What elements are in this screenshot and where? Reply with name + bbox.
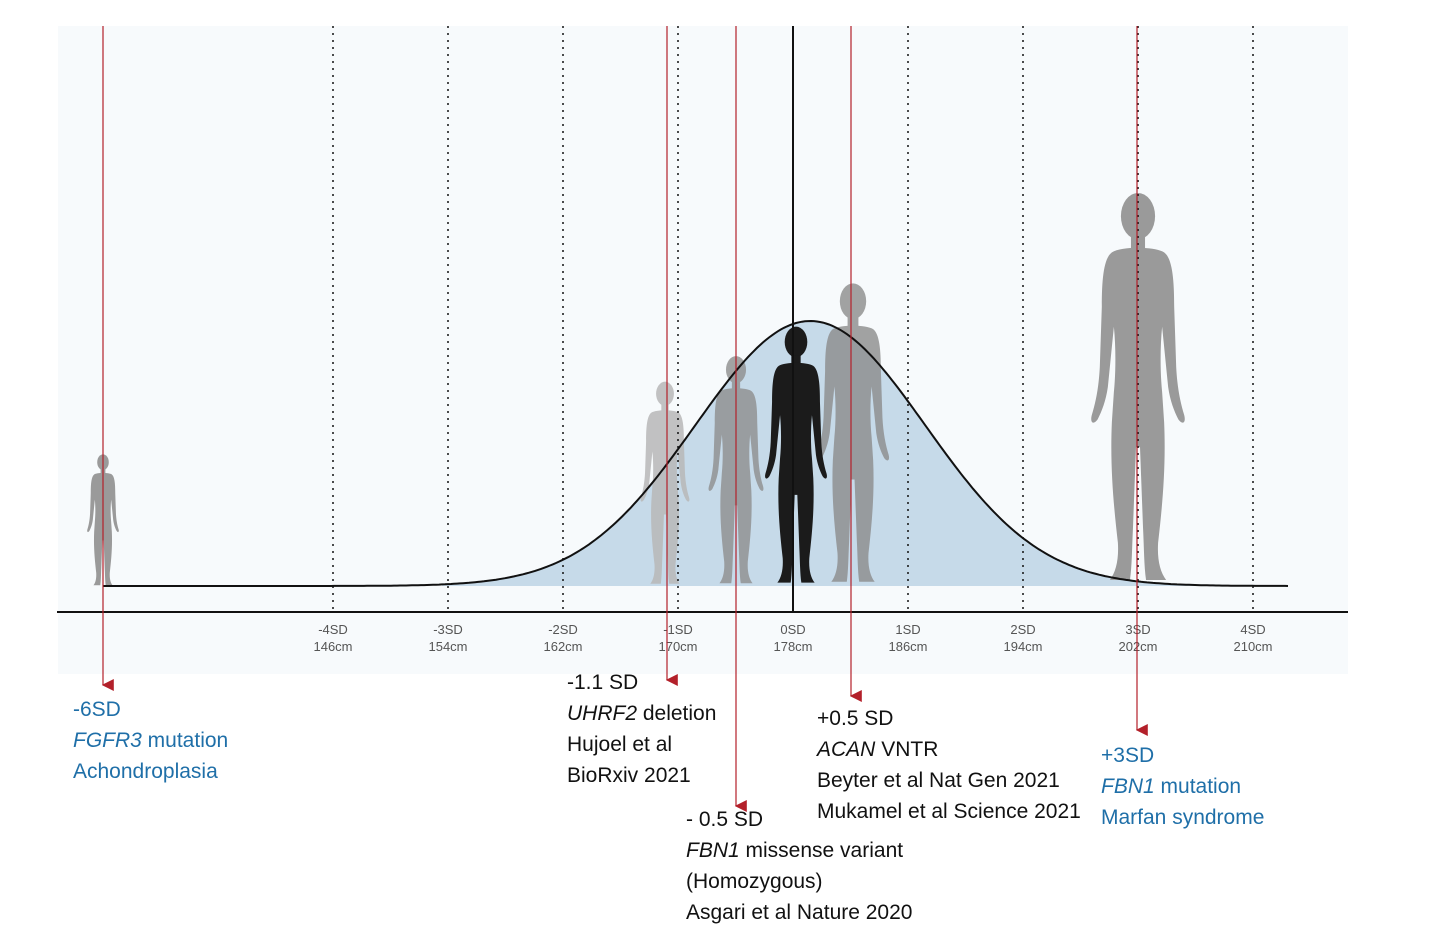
annotation-uhrf2: -1.1 SD UHRF2 deletion Hujoel et al BioR…	[567, 667, 716, 791]
annotation-sd: - 0.5 SD	[686, 808, 764, 831]
annotation-gene-suffix: deletion	[637, 702, 717, 725]
annotation-achondroplasia: -6SD FGFR3 mutation Achondroplasia	[73, 694, 228, 787]
annotation-reference: Hujoel et al	[567, 733, 673, 756]
height-distribution-curve	[103, 319, 1289, 587]
annotation-sd: +0.5 SD	[817, 707, 894, 730]
annotation-gene: FBN1	[1101, 775, 1155, 798]
tick-label-cm: 178cm	[773, 639, 812, 654]
tick-label-cm: 186cm	[888, 639, 927, 654]
tick-label-sd: 0SD	[780, 622, 805, 637]
tick-label-sd: 1SD	[895, 622, 920, 637]
annotation-gene: FBN1	[686, 839, 740, 862]
tick-label-sd: 4SD	[1240, 622, 1265, 637]
annotation-gene-suffix: missense variant	[739, 839, 904, 862]
annotation-reference: Beyter et al Nat Gen 2021	[817, 769, 1060, 792]
sd-gridlines	[332, 26, 1254, 612]
annotation-sd: -6SD	[73, 698, 121, 721]
annotation-gene-suffix: VNTR	[875, 738, 939, 761]
annotation-marfan: +3SD FBN1 mutation Marfan syndrome	[1101, 740, 1264, 833]
annotation-reference: Mukamel et al Science 2021	[817, 800, 1081, 823]
annotation-sd: +3SD	[1101, 744, 1155, 767]
tick-label-sd: -1SD	[663, 622, 693, 637]
tick-label-cm: 146cm	[313, 639, 352, 654]
annotation-gene-suffix: mutation	[1154, 775, 1242, 798]
annotation-fbn1-missense: - 0.5 SD FBN1 missense variant (Homozygo…	[686, 804, 912, 928]
tick-label-sd: -2SD	[548, 622, 578, 637]
tick-label-cm: 170cm	[658, 639, 697, 654]
tick-label-sd: -4SD	[318, 622, 348, 637]
annotation-note: (Homozygous)	[686, 870, 823, 893]
annotation-gene: FGFR3	[73, 729, 142, 752]
tick-label-cm: 210cm	[1233, 639, 1272, 654]
sd-tick-labels: -4SD 146cm -3SD 154cm -2SD 162cm -1SD 170cm 0SD 1…	[313, 622, 1272, 654]
tick-label-cm: 202cm	[1118, 639, 1157, 654]
annotation-gene: UHRF2	[567, 702, 638, 725]
tick-label-sd: 3SD	[1125, 622, 1150, 637]
annotation-condition: Marfan syndrome	[1101, 806, 1265, 829]
tick-label-cm: 162cm	[543, 639, 582, 654]
annotation-condition: Achondroplasia	[73, 760, 218, 783]
tick-label-cm: 194cm	[1003, 639, 1042, 654]
annotation-gene-suffix: mutation	[141, 729, 229, 752]
tick-label-sd: -3SD	[433, 622, 463, 637]
tick-label-cm: 154cm	[428, 639, 467, 654]
annotation-gene: ACAN	[817, 738, 876, 761]
annotation-acan: +0.5 SD ACAN VNTR Beyter et al Nat Gen 2…	[817, 703, 1081, 827]
annotation-reference: BioRxiv 2021	[567, 764, 691, 787]
tick-label-sd: 2SD	[1010, 622, 1035, 637]
annotation-sd: -1.1 SD	[567, 671, 639, 694]
annotation-reference: Asgari et al Nature 2020	[686, 901, 913, 924]
